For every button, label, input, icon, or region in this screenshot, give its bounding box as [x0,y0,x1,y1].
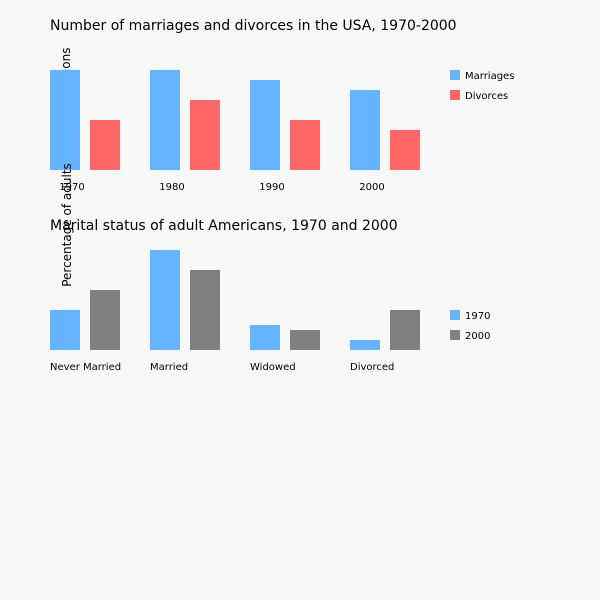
bar-marriages-2000 [350,90,380,170]
legend-swatch [450,310,460,320]
legend-label: Marriages [465,71,514,82]
bar-divorces-1970 [90,120,120,170]
bar-marriages-1980 [150,70,180,170]
bar-divorces-1980 [190,100,220,170]
x-tick-label: 1980 [159,182,184,193]
x-tick-label: 1990 [259,182,284,193]
chart-title: Marital status of adult Americans, 1970 … [50,218,398,234]
legend-swatch [450,90,460,100]
bar-2000-married [190,270,220,350]
x-tick-label: 2000 [359,182,384,193]
y-axis-label: Percentage of adults [60,163,74,287]
chart-marital-status: Marital status of adult Americans, 1970 … [50,163,490,373]
legend-label: 2000 [465,331,490,342]
bar-2000-never-married [90,290,120,350]
legend-swatch [450,330,460,340]
bar-divorces-1990 [290,120,320,170]
bar-1970-divorced [350,340,380,350]
bar-divorces-2000 [390,130,420,170]
bar-1970-never-married [50,310,80,350]
bar-marriages-1990 [250,80,280,170]
bar-1970-married [150,250,180,350]
x-tick-label: Married [150,362,188,373]
legend-label: Divorces [465,91,508,102]
bar-2000-divorced [390,310,420,350]
x-tick-label: Never Married [50,362,121,373]
legend-label: 1970 [465,311,490,322]
chart-marriages-divorces: Number of marriages and divorces in the … [50,18,514,193]
x-tick-label: 1970 [59,182,84,193]
chart-title: Number of marriages and divorces in the … [50,18,457,34]
legend-swatch [450,70,460,80]
x-tick-label: Divorced [350,362,394,373]
bar-marriages-1970 [50,70,80,170]
x-tick-label: Widowed [250,362,296,373]
bar-2000-widowed [290,330,320,350]
bar-1970-widowed [250,325,280,350]
